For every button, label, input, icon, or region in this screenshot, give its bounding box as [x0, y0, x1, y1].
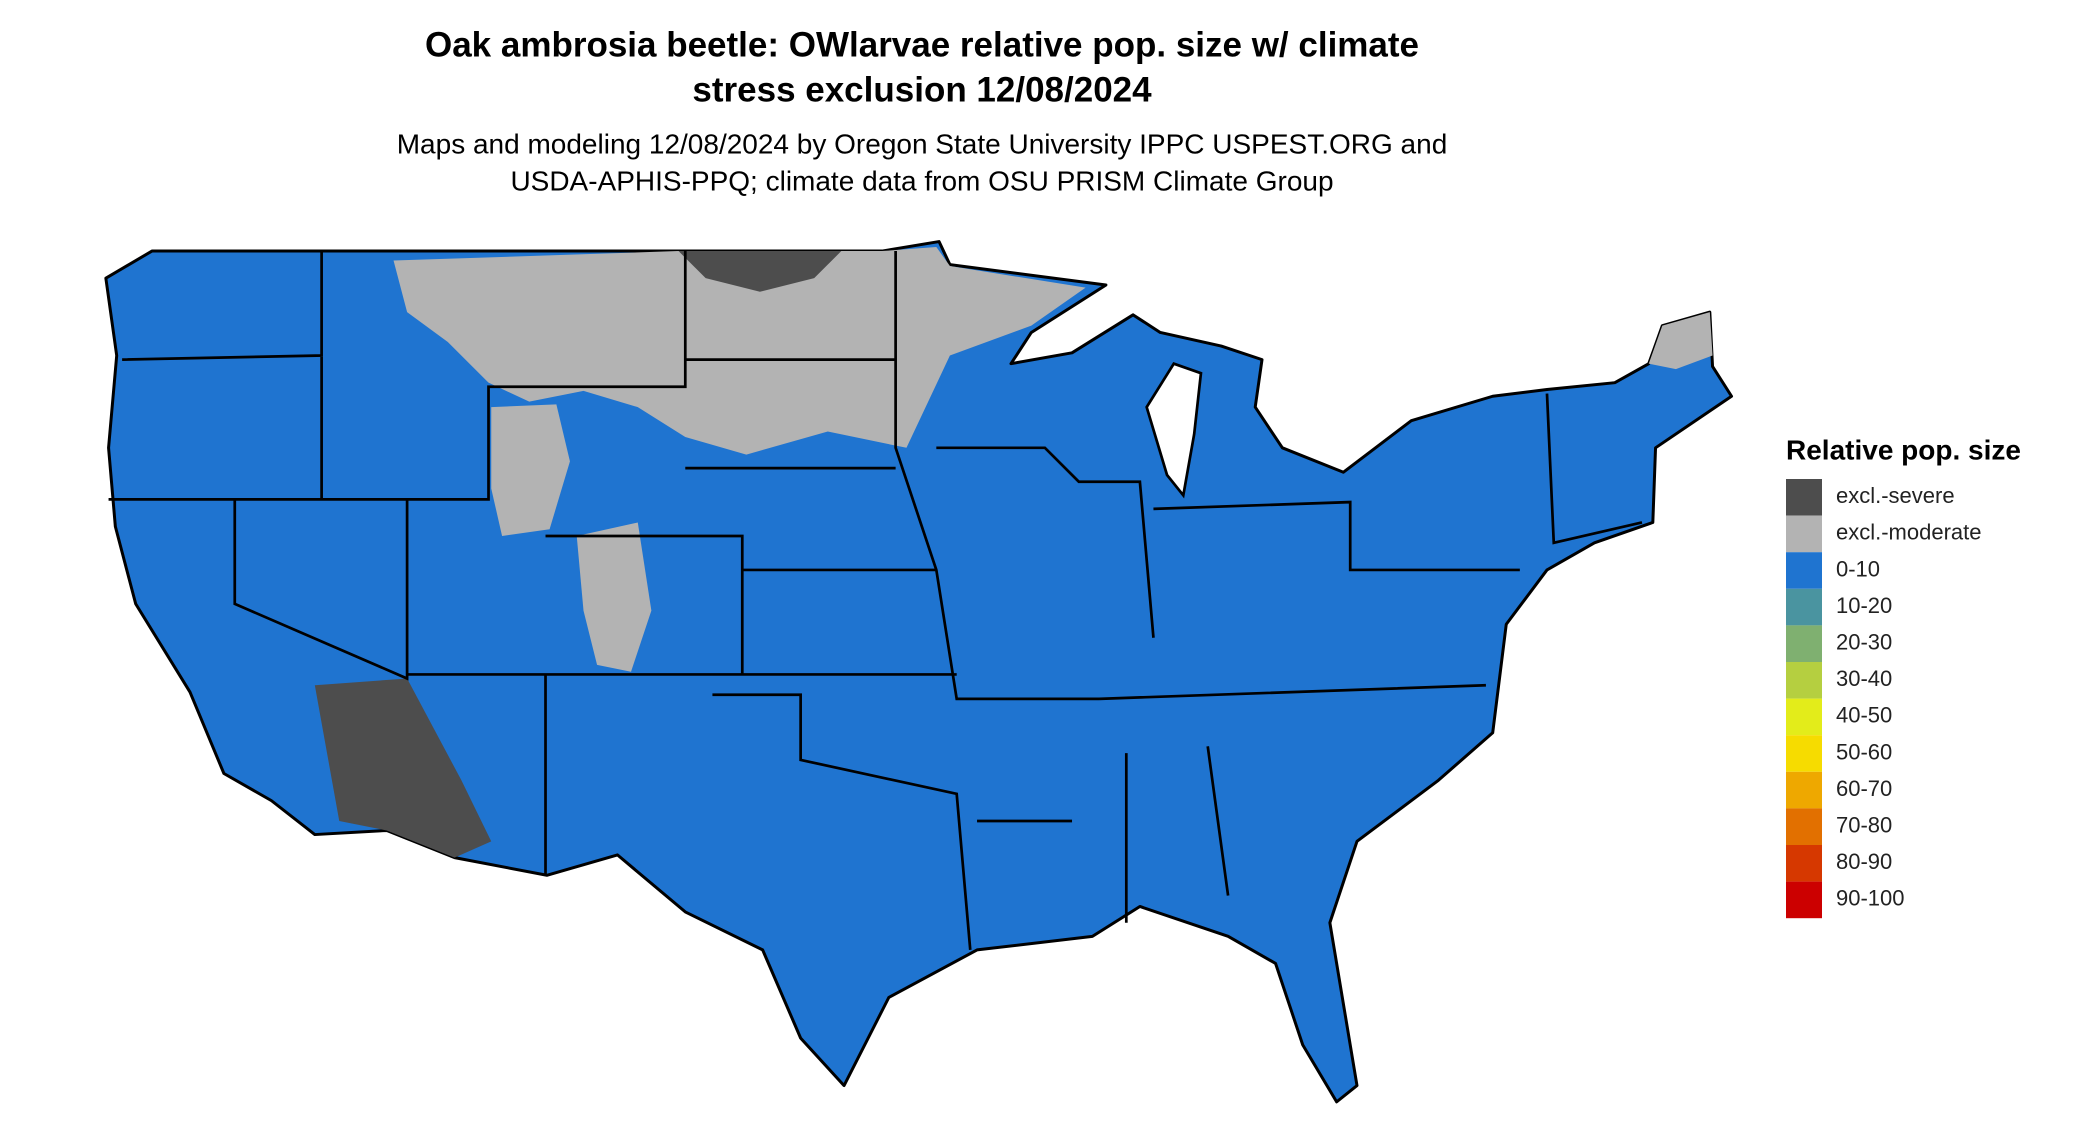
- state-border: [108, 251, 1643, 951]
- legend-label: 90-100: [1836, 886, 1905, 911]
- legend-swatch: [1786, 845, 1822, 882]
- subtitle-line: Maps and modeling 12/08/2024 by Oregon S…: [397, 128, 1448, 159]
- legend-swatch: [1786, 808, 1822, 845]
- legend-swatch: [1786, 735, 1822, 772]
- legend-swatch: [1786, 625, 1822, 662]
- legend-label: 70-80: [1836, 813, 1892, 838]
- legend-label: 0-10: [1836, 556, 1880, 581]
- legend-swatch: [1786, 881, 1822, 919]
- legend-label: 60-70: [1836, 776, 1892, 801]
- excl-moderate-area: [1648, 312, 1713, 370]
- legend-swatch: [1786, 698, 1822, 736]
- legend-title: Relative pop. size: [1786, 434, 2021, 465]
- legend-label: 10-20: [1836, 593, 1892, 618]
- legend: Relative pop. size excl.-severe excl.-mod…: [1786, 434, 2021, 919]
- subtitle-line: USDA-APHIS-PPQ; climate data from OSU PR…: [510, 165, 1333, 196]
- legend-label: excl.-moderate: [1836, 520, 1982, 545]
- legend-label: excl.-severe: [1836, 483, 1955, 508]
- legend-swatch: [1786, 662, 1822, 699]
- legend-label: 80-90: [1836, 849, 1892, 874]
- state-borders: [108, 251, 1643, 951]
- excl-moderate-area: [576, 522, 652, 672]
- legend-swatch: [1786, 588, 1822, 626]
- legend-label: 50-60: [1836, 739, 1892, 764]
- legend-label: 40-50: [1836, 703, 1892, 728]
- title-line: Oak ambrosia beetle: OWlarvae relative p…: [425, 25, 1419, 64]
- excl-severe-area: [314, 678, 492, 858]
- legend-label: 30-40: [1836, 666, 1892, 691]
- legend-swatch: [1786, 479, 1822, 516]
- legend-swatch: [1786, 515, 1822, 553]
- legend-label: 20-30: [1836, 630, 1892, 655]
- excl-moderate-area: [393, 246, 1086, 455]
- title-line: stress exclusion 12/08/2024: [692, 70, 1152, 109]
- map: [104, 240, 1734, 1104]
- legend-swatch: [1786, 771, 1822, 809]
- legend-swatch: [1786, 552, 1822, 589]
- lake-michigan: [1145, 362, 1203, 499]
- excl-moderate-area: [491, 404, 570, 537]
